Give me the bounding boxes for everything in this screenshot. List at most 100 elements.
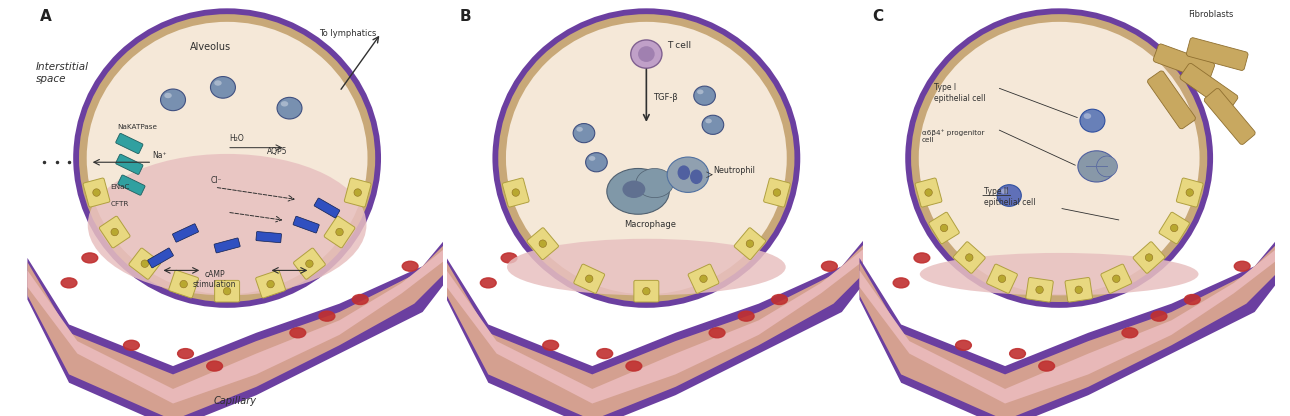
Ellipse shape xyxy=(290,328,306,338)
Text: Alveolus: Alveolus xyxy=(190,42,231,52)
Ellipse shape xyxy=(210,77,235,98)
FancyBboxPatch shape xyxy=(528,228,559,260)
Ellipse shape xyxy=(925,189,933,196)
FancyBboxPatch shape xyxy=(1026,277,1053,302)
Ellipse shape xyxy=(223,287,231,295)
Ellipse shape xyxy=(352,295,368,305)
Ellipse shape xyxy=(111,228,119,236)
Ellipse shape xyxy=(631,40,662,68)
FancyBboxPatch shape xyxy=(633,280,659,302)
Ellipse shape xyxy=(86,22,368,295)
Ellipse shape xyxy=(1001,188,1007,194)
Ellipse shape xyxy=(702,115,724,134)
FancyBboxPatch shape xyxy=(1133,242,1165,273)
Ellipse shape xyxy=(1078,151,1116,182)
Ellipse shape xyxy=(998,275,1006,282)
Polygon shape xyxy=(446,233,884,404)
Ellipse shape xyxy=(79,14,375,302)
FancyBboxPatch shape xyxy=(293,216,319,233)
Polygon shape xyxy=(27,233,464,404)
Ellipse shape xyxy=(667,157,708,192)
FancyBboxPatch shape xyxy=(915,178,942,207)
FancyBboxPatch shape xyxy=(129,248,161,279)
FancyBboxPatch shape xyxy=(116,154,143,174)
FancyBboxPatch shape xyxy=(255,270,285,298)
Ellipse shape xyxy=(997,185,1022,206)
Ellipse shape xyxy=(83,253,98,263)
Ellipse shape xyxy=(771,295,787,305)
Ellipse shape xyxy=(124,340,139,350)
Text: Fibroblasts: Fibroblasts xyxy=(1188,10,1233,19)
FancyBboxPatch shape xyxy=(1187,38,1247,70)
Ellipse shape xyxy=(267,280,275,288)
Text: T cell: T cell xyxy=(667,41,691,50)
Ellipse shape xyxy=(822,261,837,271)
Text: B: B xyxy=(459,9,471,24)
Text: NaKATPase: NaKATPase xyxy=(117,124,157,130)
FancyBboxPatch shape xyxy=(688,264,719,293)
Ellipse shape xyxy=(623,181,645,198)
Text: AQP5: AQP5 xyxy=(267,147,288,156)
Ellipse shape xyxy=(214,80,222,86)
FancyBboxPatch shape xyxy=(1147,71,1196,129)
FancyBboxPatch shape xyxy=(313,198,339,218)
Ellipse shape xyxy=(141,260,148,267)
Ellipse shape xyxy=(1038,361,1055,371)
Ellipse shape xyxy=(353,189,361,196)
FancyBboxPatch shape xyxy=(1204,89,1255,144)
Ellipse shape xyxy=(577,127,583,132)
FancyBboxPatch shape xyxy=(929,212,960,244)
Ellipse shape xyxy=(61,278,77,288)
Ellipse shape xyxy=(597,349,613,359)
Ellipse shape xyxy=(1075,286,1082,294)
Text: Type I
epithelial cell: Type I epithelial cell xyxy=(934,83,986,103)
Ellipse shape xyxy=(93,189,101,196)
Ellipse shape xyxy=(402,261,418,271)
Text: α6β4⁺ progenitor
cell: α6β4⁺ progenitor cell xyxy=(922,129,984,143)
FancyBboxPatch shape xyxy=(1176,178,1204,207)
Text: C: C xyxy=(872,9,884,24)
Ellipse shape xyxy=(639,46,655,62)
FancyBboxPatch shape xyxy=(214,280,240,302)
FancyBboxPatch shape xyxy=(1100,264,1131,293)
Ellipse shape xyxy=(915,253,930,263)
Ellipse shape xyxy=(179,280,187,288)
Polygon shape xyxy=(859,233,1290,404)
Ellipse shape xyxy=(1122,328,1138,338)
FancyBboxPatch shape xyxy=(214,238,240,253)
Text: To lymphatics: To lymphatics xyxy=(319,29,375,38)
Ellipse shape xyxy=(88,154,366,295)
Ellipse shape xyxy=(1146,254,1153,261)
FancyBboxPatch shape xyxy=(255,232,281,243)
Polygon shape xyxy=(859,216,1290,416)
Ellipse shape xyxy=(543,340,559,350)
Ellipse shape xyxy=(160,89,186,111)
Ellipse shape xyxy=(706,119,712,124)
FancyBboxPatch shape xyxy=(734,228,766,260)
Ellipse shape xyxy=(697,89,703,94)
FancyBboxPatch shape xyxy=(1066,277,1093,302)
Ellipse shape xyxy=(539,240,547,248)
Ellipse shape xyxy=(699,275,707,282)
Ellipse shape xyxy=(1084,113,1091,119)
FancyBboxPatch shape xyxy=(1158,212,1189,244)
FancyBboxPatch shape xyxy=(169,270,199,298)
Text: ENaC: ENaC xyxy=(111,184,130,190)
Ellipse shape xyxy=(1096,156,1117,177)
Polygon shape xyxy=(446,225,884,416)
Ellipse shape xyxy=(1184,295,1200,305)
Ellipse shape xyxy=(512,189,520,196)
Ellipse shape xyxy=(940,224,948,232)
Ellipse shape xyxy=(498,14,795,302)
FancyBboxPatch shape xyxy=(324,216,355,248)
Ellipse shape xyxy=(773,189,780,196)
Ellipse shape xyxy=(738,311,755,321)
FancyBboxPatch shape xyxy=(502,178,529,207)
Ellipse shape xyxy=(1151,311,1167,321)
Ellipse shape xyxy=(573,124,595,143)
Ellipse shape xyxy=(606,168,670,214)
Ellipse shape xyxy=(920,253,1198,295)
Ellipse shape xyxy=(893,278,909,288)
Ellipse shape xyxy=(319,311,335,321)
Ellipse shape xyxy=(710,328,725,338)
